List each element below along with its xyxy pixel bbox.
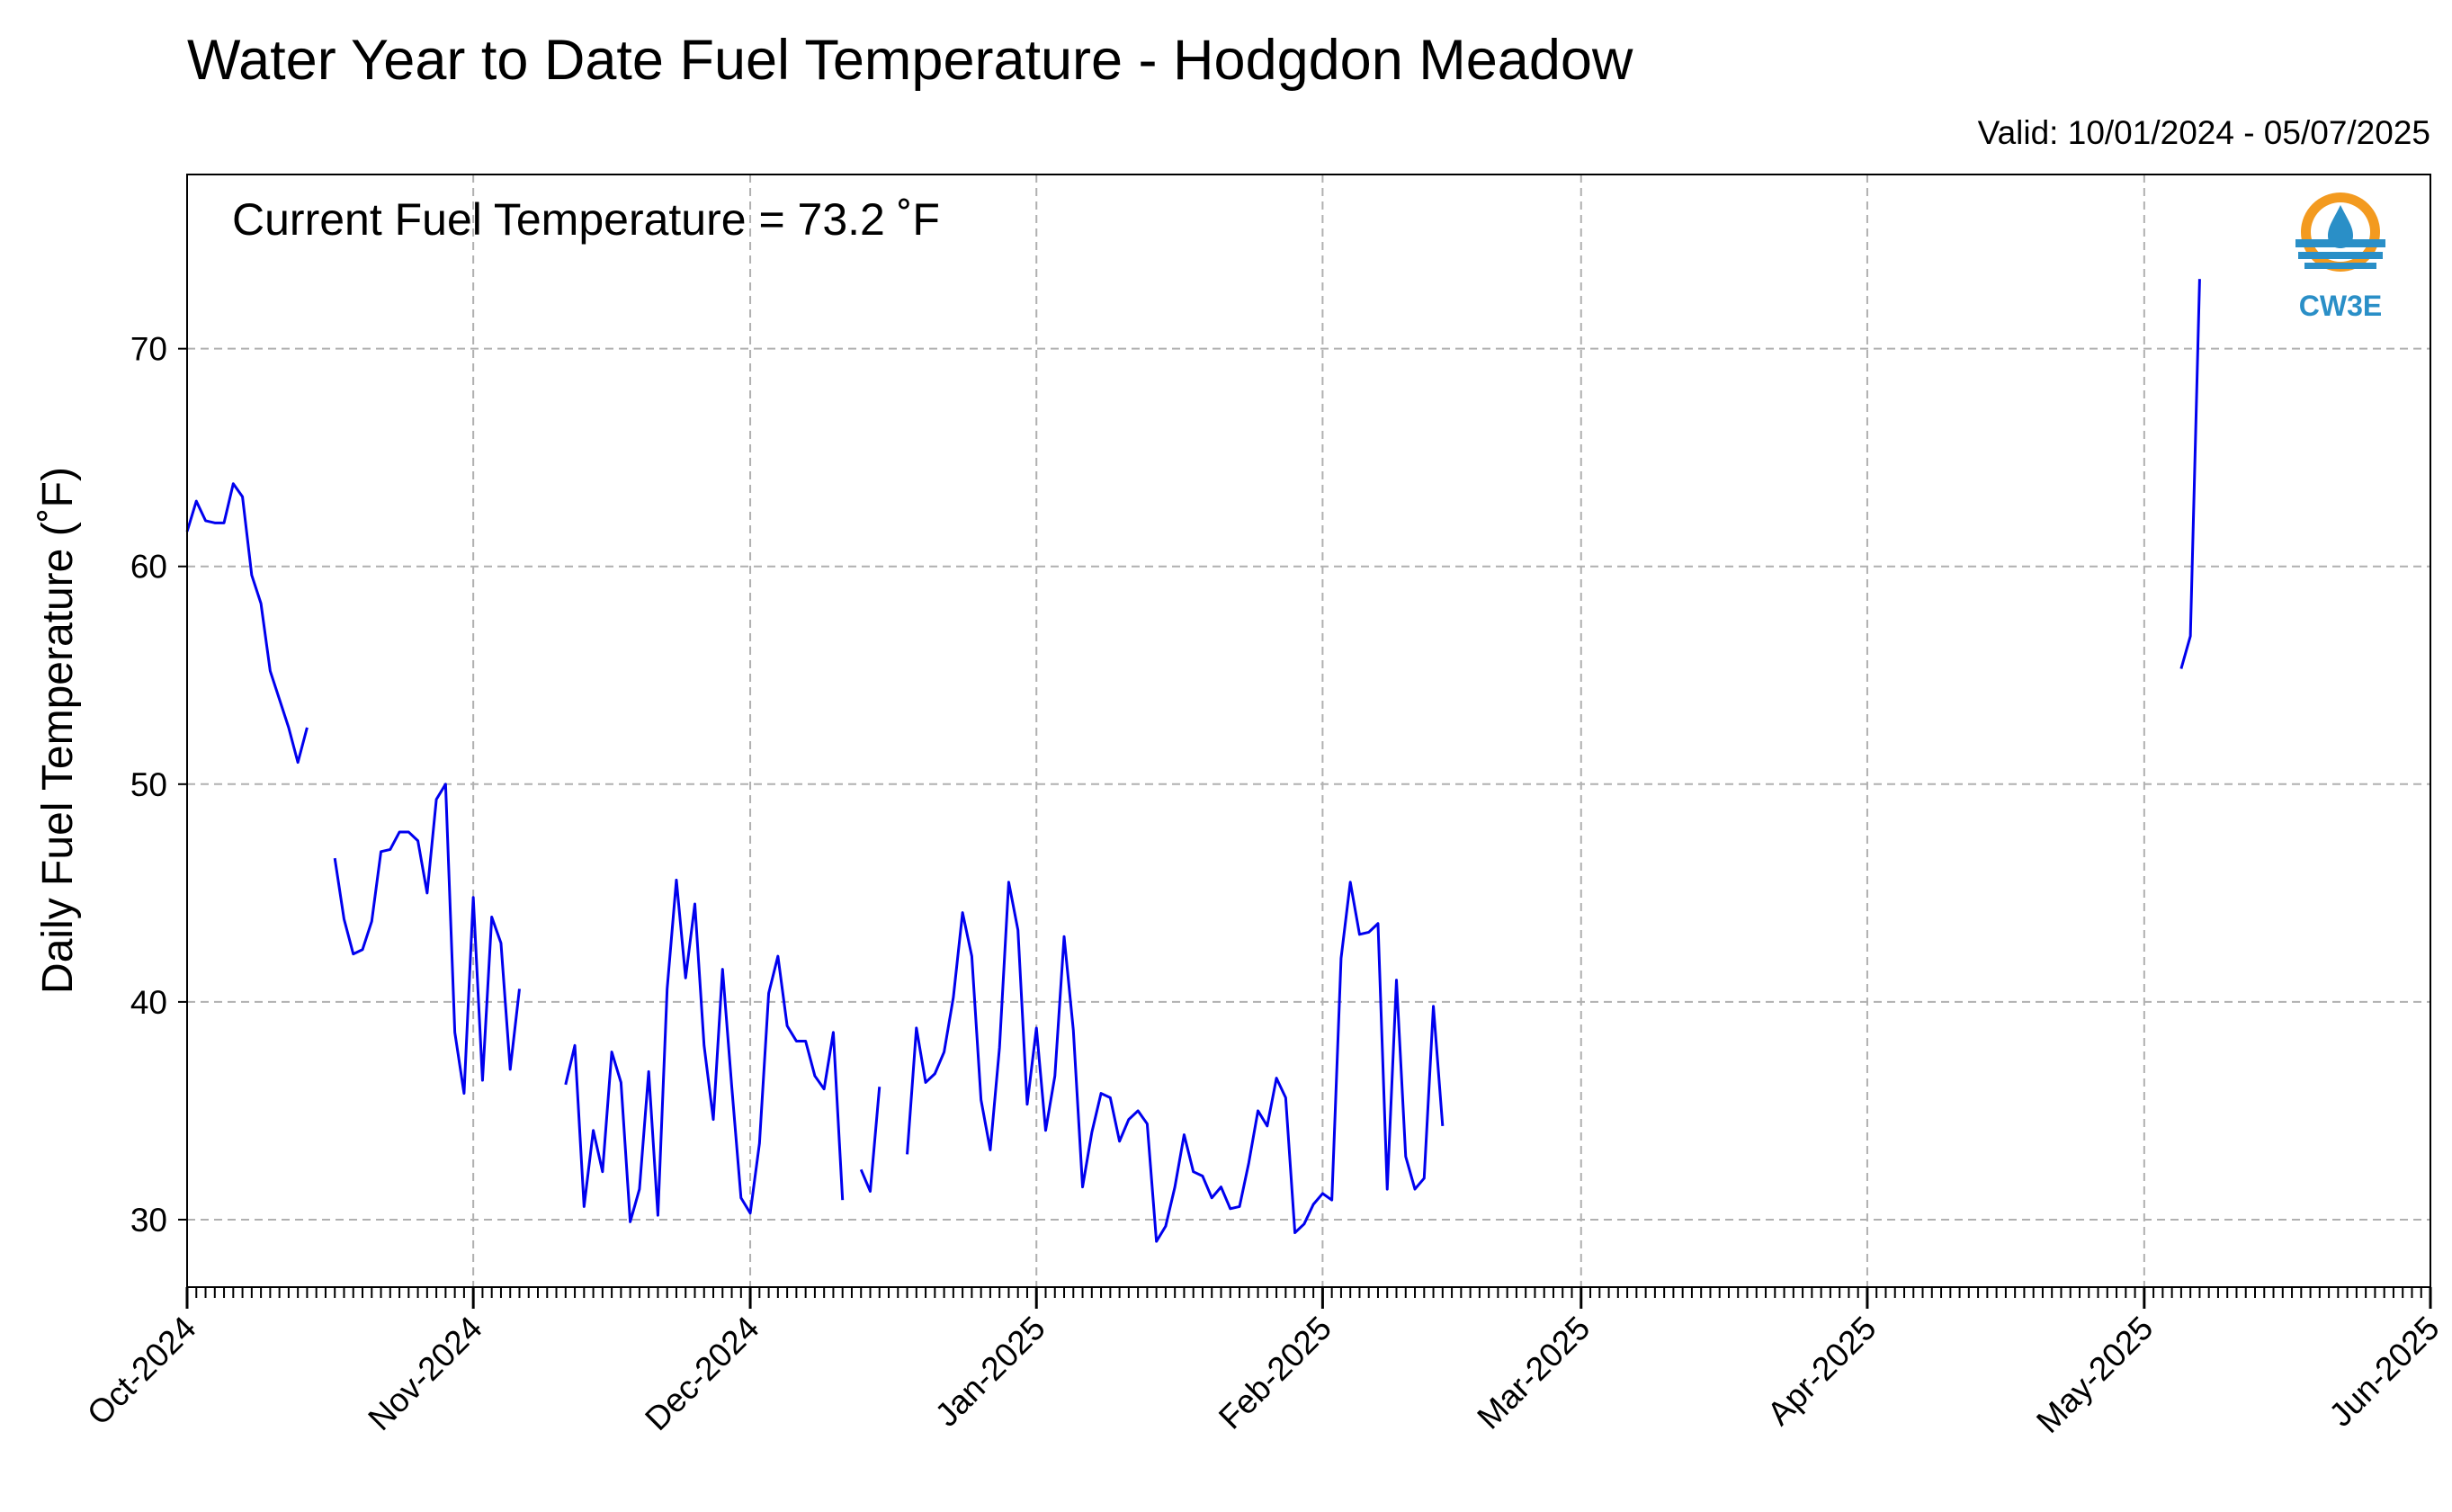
y-tick-label: 50 (130, 766, 167, 803)
x-minor-ticks (186, 1287, 2431, 1298)
x-tick-labels: Oct-2024 Nov-2024 Dec-2024 Jan-2025 Feb-2025… (80, 1310, 2447, 1440)
y-tick-labels: 30 40 50 60 70 (130, 331, 167, 1239)
x-tick-label: Jun-2025 (2322, 1310, 2447, 1434)
fuel-temperature-line-segment (859, 1087, 881, 1193)
x-tick-label: Oct-2024 (80, 1310, 203, 1433)
logo-wave-bottom (2304, 263, 2376, 269)
fuel-temperature-line-segment (906, 881, 1445, 1243)
axis-ticks (178, 347, 2432, 1309)
chart-title: Water Year to Date Fuel Temperature - Ho… (187, 29, 1633, 92)
y-tick-label: 60 (130, 549, 167, 586)
fuel-temperature-line-segment (2179, 279, 2201, 669)
series-lines (185, 279, 2201, 1243)
logo-wave-top (2295, 239, 2385, 247)
current-temperature-annotation: Current Fuel Temperature = 73.2 ˚F (232, 194, 940, 245)
plot-frame (186, 174, 2431, 1288)
x-tick-label: Apr-2025 (1760, 1310, 1884, 1433)
y-tick-label: 30 (130, 1202, 167, 1239)
logo-wave-middle (2298, 252, 2383, 259)
cw3e-logo: CW3E (2295, 192, 2385, 322)
x-tick-label: Feb-2025 (1212, 1310, 1338, 1436)
x-tick-label: Nov-2024 (361, 1310, 488, 1437)
x-tick-label: May-2025 (2029, 1310, 2160, 1440)
x-tick-label: Jan-2025 (928, 1310, 1052, 1434)
fuel-temperature-line-segment (333, 783, 521, 1096)
fuel-temperature-line-segment (564, 878, 845, 1223)
x-tick-label: Dec-2024 (638, 1310, 765, 1437)
x-tick-label: Mar-2025 (1470, 1310, 1597, 1436)
y-axis-label: Daily Fuel Temperature (˚F) (34, 467, 82, 994)
valid-date-range: Valid: 10/01/2024 - 05/07/2025 (1978, 114, 2430, 151)
y-tick-label: 40 (130, 984, 167, 1021)
logo-label: CW3E (2299, 290, 2382, 322)
grid-lines (187, 174, 2430, 1287)
fuel-temperature-line-segment (185, 482, 309, 765)
y-tick-label: 70 (130, 331, 167, 368)
water-drop-icon (2328, 205, 2353, 248)
